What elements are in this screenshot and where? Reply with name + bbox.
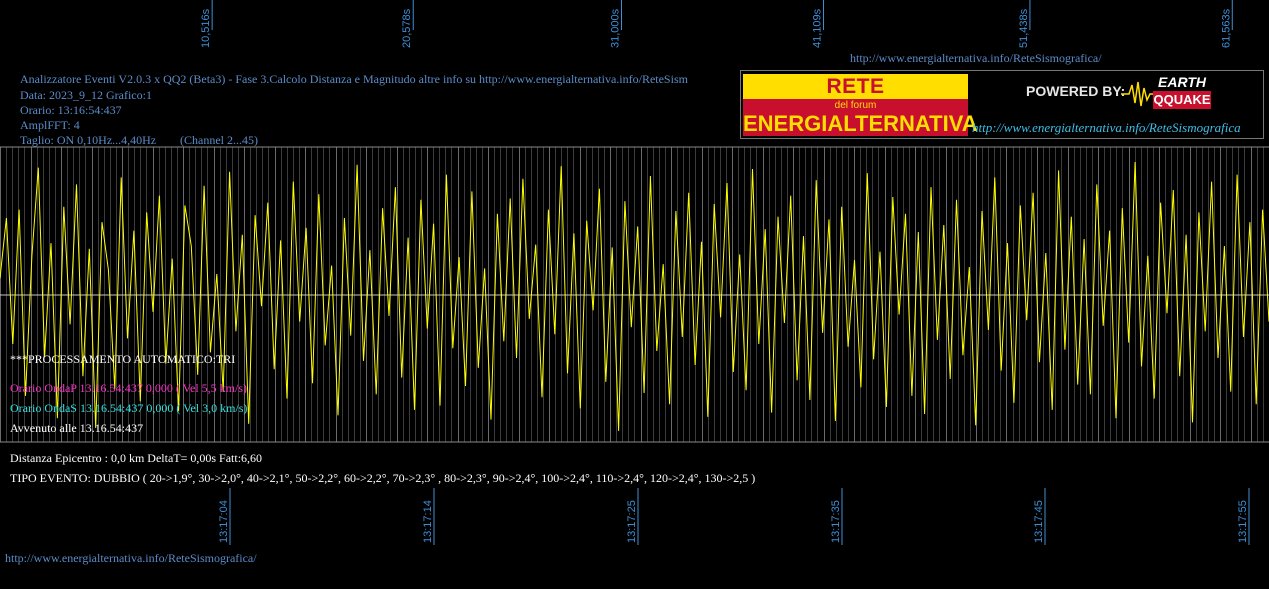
top-tick-label: 51,438s	[1018, 8, 1030, 48]
ondas-line: Orario OndaS 13.16.54:437 0,000 ( Vel 3,…	[10, 401, 248, 415]
top-tick-label: 20,578s	[401, 8, 413, 48]
top-tick-label: 61,563s	[1220, 8, 1232, 48]
tipo-evento-line: TIPO EVENTO: DUBBIO ( 20->1,9°, 30->2,0°…	[10, 471, 756, 485]
top-tick-label: 10,516s	[200, 8, 212, 48]
logo-line2: del forum	[743, 99, 968, 112]
signal-trace	[0, 161, 1269, 431]
bottom-tick-label: 13:17:35	[830, 500, 842, 543]
logo-line1: RETE SISMOGRAFICA	[743, 74, 968, 124]
footer-url-link[interactable]: http://www.energialternativa.info/ReteSi…	[5, 551, 257, 565]
title-line: Analizzatore Eventi V2.0.3 x QQ2 (Beta3)…	[20, 72, 688, 86]
brand-earth: EARTH	[1153, 73, 1211, 91]
seismic-wave-icon	[1121, 81, 1161, 107]
avvenuto-line: Avvenuto alle 13.16.54:437	[10, 421, 144, 435]
powered-by-label: POWERED BY:	[1026, 83, 1126, 99]
channel-line: (Channel 2...45)	[180, 133, 258, 147]
top-url-link[interactable]: http://www.energialternativa.info/ReteSi…	[850, 51, 1102, 65]
top-tick-label: 41,109s	[812, 8, 824, 48]
logo-url[interactable]: http://www.energialternativa.info/ReteSi…	[972, 120, 1241, 135]
distanza-line: Distanza Epicentro : 0,0 km DeltaT= 0,00…	[10, 451, 263, 465]
bottom-tick-label: 13:17:14	[422, 500, 434, 543]
bottom-tick-label: 13:17:55	[1237, 500, 1249, 543]
data-line: Data: 2023_9_12 Grafico:1	[20, 88, 152, 102]
amplfft-line: AmplFFT: 4	[20, 118, 80, 132]
ondap-line: Orario OndaP 13.16.54:437 0,000 ( Vel 5,…	[10, 381, 247, 395]
bottom-tick-label: 13:17:45	[1033, 500, 1045, 543]
top-tick-label: 31,000s	[610, 8, 622, 48]
bottom-tick-label: 13:17:25	[626, 500, 638, 543]
taglio-line: Taglio: ON 0,10Hz...4,40Hz	[20, 133, 157, 147]
brand-qquake: QQUAKE	[1153, 91, 1211, 109]
bottom-tick-labels: 13:17:04 13:17:14 13:17:25 13:17:35 13:17:45…	[218, 488, 1250, 545]
orario-line: Orario: 13:16:54:437	[20, 103, 122, 117]
rete-sismografica-logo: RETE SISMOGRAFICA del forum ENERGIALTERN…	[740, 70, 1264, 139]
logo-line3: ENERGIALTERNATIVA	[743, 111, 978, 136]
bottom-tick-label: 13:17:04	[218, 500, 230, 543]
auto-processing-line: ***PROCESSAMENTO AUTOMATICO:TRI	[10, 352, 236, 366]
top-tick-labels: 10,516s 20,578s 31,000s 41,109s 51,438s 61,56…	[200, 0, 1233, 48]
